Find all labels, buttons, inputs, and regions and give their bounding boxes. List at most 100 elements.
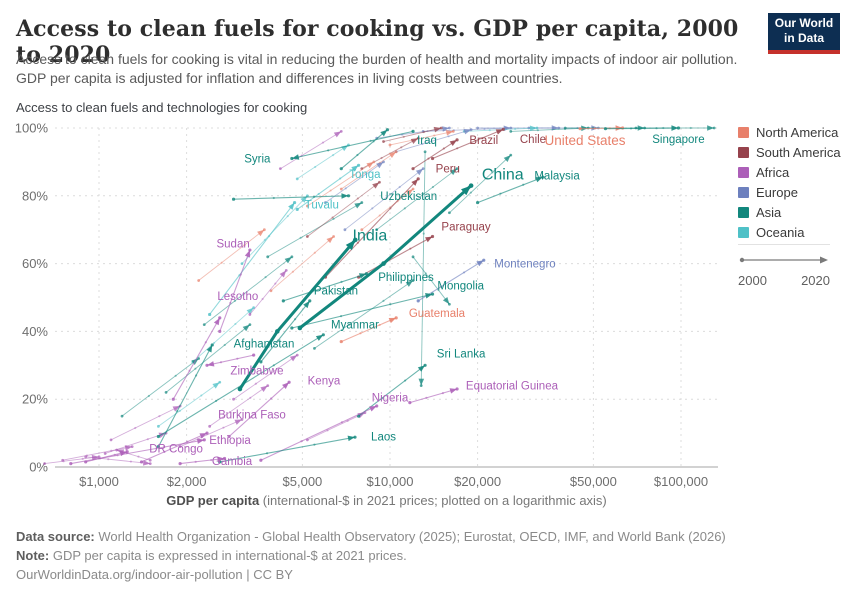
trajectory-unlabeled — [313, 279, 415, 350]
country-label-burkina-faso[interactable]: Burkina Faso — [218, 409, 286, 421]
country-trajectory-guatemala[interactable] — [339, 316, 398, 344]
country-label-tonga[interactable]: Tonga — [349, 169, 381, 181]
legend-item-asia[interactable]: Asia — [738, 202, 846, 222]
country-label-malaysia[interactable]: Malaysia — [534, 170, 580, 182]
footer-datasource-text: World Health Organization - Global Healt… — [94, 529, 726, 544]
legend-label: Africa — [756, 164, 790, 180]
legend-item-oceania[interactable]: Oceania — [738, 222, 846, 242]
legend-item-south-america[interactable]: South America — [738, 142, 846, 162]
country-label-syria[interactable]: Syria — [244, 154, 271, 166]
owid-logo[interactable]: Our World in Data — [768, 13, 840, 54]
country-trajectory-malaysia[interactable] — [475, 175, 545, 205]
trajectory-unlabeled — [208, 384, 270, 428]
country-label-china[interactable]: China — [482, 166, 524, 183]
country-trajectory-syria[interactable] — [290, 129, 415, 161]
country-trajectory-china[interactable] — [297, 183, 474, 331]
legend-label: North America — [756, 124, 839, 140]
footer-link: OurWorldinData.org/indoor-air-pollution … — [16, 565, 816, 584]
country-trajectory-uzbekistan[interactable] — [231, 193, 351, 201]
country-trajectory-lesotho[interactable] — [171, 316, 222, 401]
country-trajectory-mongolia[interactable] — [290, 292, 435, 330]
country-trajectory-tonga[interactable] — [295, 163, 361, 211]
country-trajectory-gambia[interactable] — [178, 456, 227, 466]
country-trajectory-sri-lanka[interactable] — [356, 363, 427, 418]
country-label-afghanistan[interactable]: Afghanistan — [234, 338, 295, 350]
country-trajectory-afghanistan[interactable] — [156, 343, 214, 449]
country-label-laos[interactable]: Laos — [371, 431, 396, 443]
legend-swatch-asia — [738, 206, 749, 218]
country-label-iraq[interactable]: Iraq — [417, 135, 437, 147]
country-label-montenegro[interactable]: Montenegro — [494, 259, 555, 271]
country-trajectory-laos[interactable] — [218, 435, 357, 464]
country-trajectory-equatorial-guinea[interactable] — [408, 387, 459, 405]
trajectory-unlabeled — [411, 255, 451, 306]
trajectory-unlabeled — [305, 180, 381, 238]
country-label-peru[interactable]: Peru — [436, 164, 460, 176]
legend-item-europe[interactable]: Europe — [738, 182, 846, 202]
x-axis-title-bold: GDP per capita — [166, 493, 260, 508]
country-label-equatorial-guinea[interactable]: Equatorial Guinea — [466, 381, 559, 393]
legend-item-north-america[interactable]: North America — [738, 122, 846, 142]
country-label-kenya[interactable]: Kenya — [308, 376, 341, 388]
footer-link-text[interactable]: OurWorldinData.org/indoor-air-pollution … — [16, 567, 293, 582]
x-tick-label: $5,000 — [283, 474, 323, 489]
country-label-mongolia[interactable]: Mongolia — [437, 281, 484, 293]
country-label-guatemala[interactable]: Guatemala — [409, 308, 466, 320]
country-label-united-states[interactable]: United States — [545, 133, 626, 148]
country-trajectory-singapore[interactable] — [603, 125, 681, 131]
trajectory-unlabeled — [339, 150, 398, 191]
country-trajectory-sudan[interactable] — [218, 248, 252, 333]
trajectory-unlabeled — [109, 404, 182, 442]
owid-logo-line1: Our World — [774, 16, 834, 30]
x-axis-title-rest: (international-$ in 2021 prices; plotted… — [259, 493, 607, 508]
country-label-pakistan[interactable]: Pakistan — [314, 286, 358, 298]
x-tick-label: $20,000 — [454, 474, 501, 489]
country-label-tuvalu[interactable]: Tuvalu — [305, 199, 339, 211]
trajectory-unlabeled — [418, 150, 427, 388]
country-label-nigeria[interactable]: Nigeria — [372, 393, 409, 405]
country-label-paraguay[interactable]: Paraguay — [441, 221, 490, 233]
y-tick-label: 60% — [22, 256, 48, 271]
country-trajectory-india[interactable] — [237, 237, 358, 392]
country-label-zimbabwe[interactable]: Zimbabwe — [230, 365, 283, 377]
country-label-dr-congo[interactable]: DR Congo — [149, 443, 203, 455]
country-trajectory-kenya[interactable] — [227, 380, 291, 439]
country-label-singapore[interactable]: Singapore — [652, 134, 704, 146]
country-label-myanmar[interactable]: Myanmar — [331, 320, 379, 332]
trajectory-unlabeled — [266, 201, 364, 259]
country-label-brazil[interactable]: Brazil — [469, 135, 498, 147]
country-label-chile[interactable]: Chile — [520, 134, 546, 146]
footer-note: Note: GDP per capita is expressed in int… — [16, 546, 816, 565]
trajectory-unlabeled — [191, 306, 256, 364]
y-tick-label: 100% — [15, 121, 49, 136]
country-label-gambia[interactable]: Gambia — [212, 456, 253, 468]
x-tick-label: $1,000 — [79, 474, 119, 489]
trajectory-unlabeled — [278, 129, 343, 171]
country-trajectory-chile[interactable] — [430, 127, 505, 161]
country-trajectory-dr-congo[interactable] — [84, 450, 129, 464]
footer-note-label: Note: — [16, 548, 50, 563]
legend-swatch-oceania — [738, 226, 749, 238]
trajectory-unlabeled — [269, 235, 335, 293]
country-label-sri-lanka[interactable]: Sri Lanka — [437, 348, 486, 360]
country-label-sudan[interactable]: Sudan — [216, 238, 249, 250]
trajectory-unlabeled — [202, 255, 294, 327]
country-trajectory-zimbabwe[interactable] — [205, 353, 256, 367]
country-label-uzbekistan[interactable]: Uzbekistan — [380, 191, 437, 203]
footer-datasource-label: Data source: — [16, 529, 95, 544]
trajectory-unlabeled — [84, 455, 152, 466]
country-trajectory-pakistan[interactable] — [259, 299, 312, 364]
x-tick-label: $2,000 — [167, 474, 207, 489]
country-label-india[interactable]: India — [353, 227, 388, 244]
x-axis-title: GDP per capita (international-$ in 2021 … — [55, 493, 718, 508]
trajectory-unlabeled — [232, 353, 299, 401]
country-label-lesotho[interactable]: Lesotho — [217, 291, 258, 303]
legend-item-africa[interactable]: Africa — [738, 162, 846, 182]
country-trajectory-iraq[interactable] — [339, 128, 390, 171]
page-title: Access to clean fuels for cooking vs. GD… — [16, 16, 739, 68]
country-label-philippines[interactable]: Philippines — [378, 272, 434, 284]
legend-swatch-north-america — [738, 126, 749, 138]
country-label-ethiopia[interactable]: Ethiopia — [209, 435, 251, 447]
country-trajectory-brazil[interactable] — [411, 138, 459, 171]
